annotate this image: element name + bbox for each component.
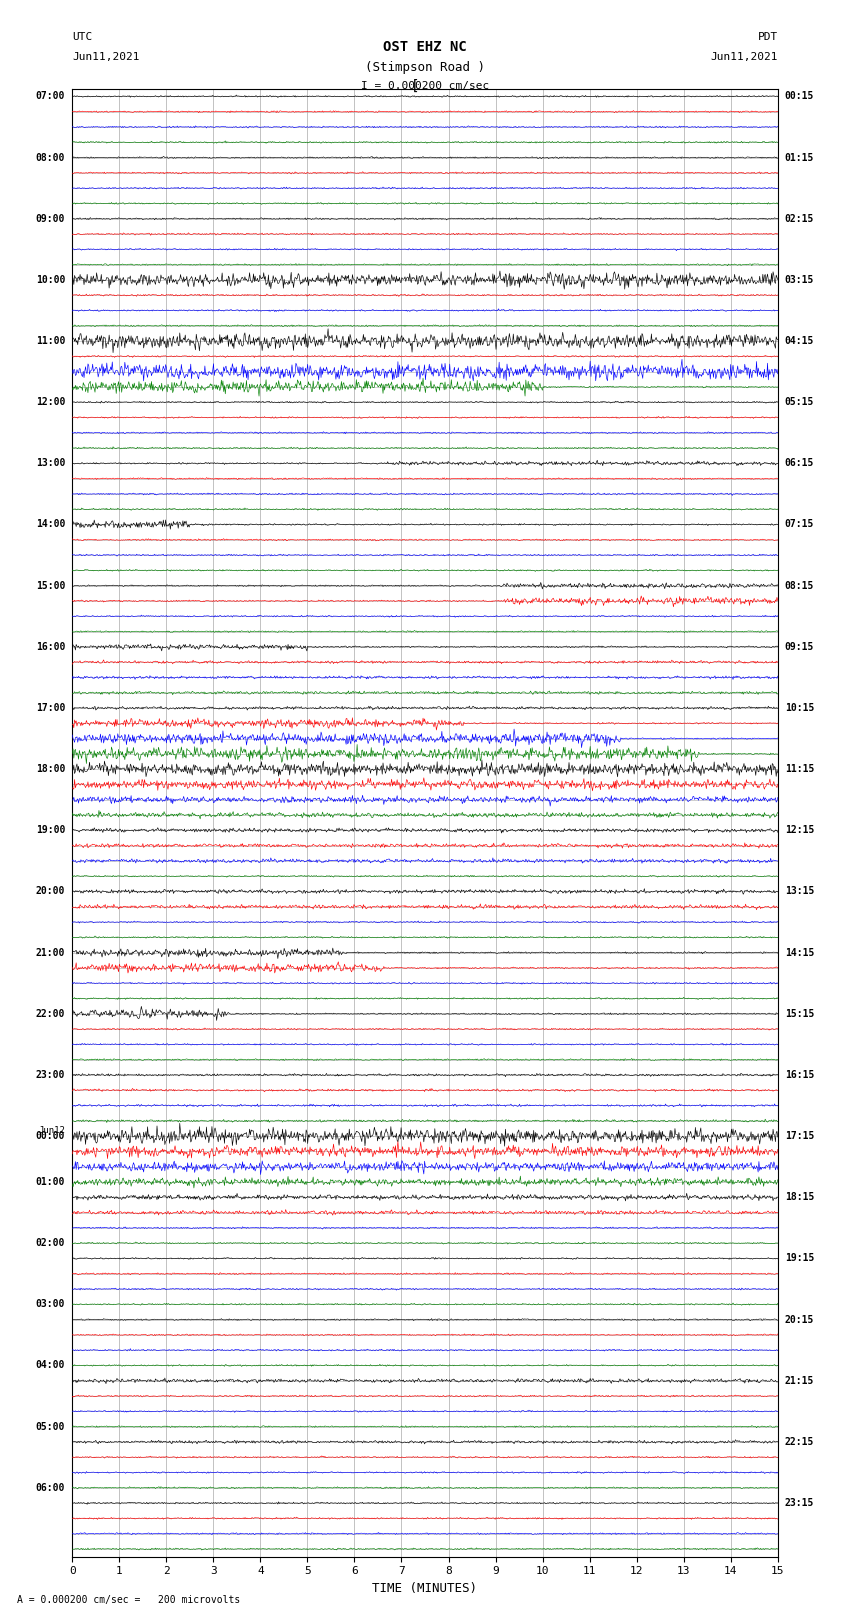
Text: 22:15: 22:15 [785, 1437, 814, 1447]
Text: 08:00: 08:00 [36, 153, 65, 163]
Text: [: [ [411, 79, 419, 94]
X-axis label: TIME (MINUTES): TIME (MINUTES) [372, 1582, 478, 1595]
Text: 23:00: 23:00 [36, 1069, 65, 1081]
Text: 12:00: 12:00 [36, 397, 65, 406]
Text: 07:00: 07:00 [36, 92, 65, 102]
Text: I = 0.000200 cm/sec: I = 0.000200 cm/sec [361, 81, 489, 90]
Text: 21:15: 21:15 [785, 1376, 814, 1386]
Text: 20:00: 20:00 [36, 887, 65, 897]
Text: 01:15: 01:15 [785, 153, 814, 163]
Text: 04:00: 04:00 [36, 1360, 65, 1371]
Text: 02:00: 02:00 [36, 1239, 65, 1248]
Text: 15:15: 15:15 [785, 1008, 814, 1019]
Text: Jun11,2021: Jun11,2021 [711, 52, 778, 61]
Text: 18:15: 18:15 [785, 1192, 814, 1202]
Text: 13:00: 13:00 [36, 458, 65, 468]
Text: 10:00: 10:00 [36, 274, 65, 286]
Text: 22:00: 22:00 [36, 1008, 65, 1019]
Text: 07:15: 07:15 [785, 519, 814, 529]
Text: 03:15: 03:15 [785, 274, 814, 286]
Text: 06:00: 06:00 [36, 1482, 65, 1492]
Text: 09:00: 09:00 [36, 213, 65, 224]
Text: 19:00: 19:00 [36, 826, 65, 836]
Text: Jun12: Jun12 [38, 1126, 65, 1136]
Text: 14:15: 14:15 [785, 947, 814, 958]
Text: 00:00: 00:00 [36, 1131, 65, 1140]
Text: 23:15: 23:15 [785, 1498, 814, 1508]
Text: 19:15: 19:15 [785, 1253, 814, 1263]
Text: 09:15: 09:15 [785, 642, 814, 652]
Text: 15:00: 15:00 [36, 581, 65, 590]
Text: (Stimpson Road ): (Stimpson Road ) [365, 61, 485, 74]
Text: 01:00: 01:00 [36, 1177, 65, 1187]
Text: 12:15: 12:15 [785, 826, 814, 836]
Text: Jun11,2021: Jun11,2021 [72, 52, 139, 61]
Text: 17:15: 17:15 [785, 1131, 814, 1140]
Text: 16:15: 16:15 [785, 1069, 814, 1081]
Text: 11:00: 11:00 [36, 336, 65, 347]
Text: 13:15: 13:15 [785, 887, 814, 897]
Text: A = 0.000200 cm/sec =   200 microvolts: A = 0.000200 cm/sec = 200 microvolts [17, 1595, 241, 1605]
Text: 17:00: 17:00 [36, 703, 65, 713]
Text: 08:15: 08:15 [785, 581, 814, 590]
Text: UTC: UTC [72, 32, 93, 42]
Text: 18:00: 18:00 [36, 765, 65, 774]
Text: 14:00: 14:00 [36, 519, 65, 529]
Text: OST EHZ NC: OST EHZ NC [383, 40, 467, 55]
Text: 20:15: 20:15 [785, 1315, 814, 1324]
Text: 06:15: 06:15 [785, 458, 814, 468]
Text: 10:15: 10:15 [785, 703, 814, 713]
Text: 04:15: 04:15 [785, 336, 814, 347]
Text: 11:15: 11:15 [785, 765, 814, 774]
Text: PDT: PDT [757, 32, 778, 42]
Text: 05:15: 05:15 [785, 397, 814, 406]
Text: 16:00: 16:00 [36, 642, 65, 652]
Text: 03:00: 03:00 [36, 1298, 65, 1310]
Text: 00:15: 00:15 [785, 92, 814, 102]
Text: 21:00: 21:00 [36, 947, 65, 958]
Text: 05:00: 05:00 [36, 1421, 65, 1432]
Text: 02:15: 02:15 [785, 213, 814, 224]
